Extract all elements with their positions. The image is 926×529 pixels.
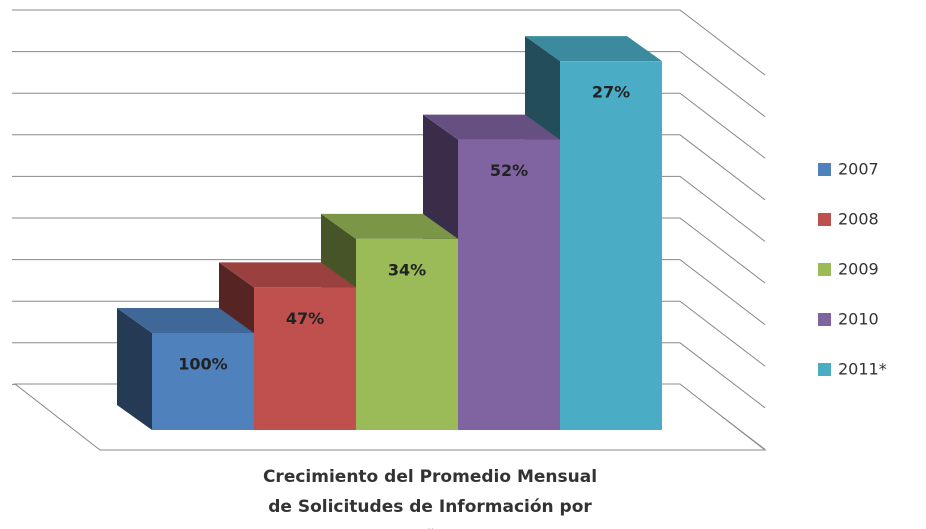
legend: 2007 2008 2009 2010 2011* xyxy=(818,160,887,379)
bar-front xyxy=(356,238,458,430)
bar-top xyxy=(321,213,458,239)
legend-swatch xyxy=(818,363,831,376)
legend-swatch xyxy=(818,213,831,226)
legend-swatch xyxy=(818,313,831,326)
legend-label: 2010 xyxy=(838,310,879,329)
legend-label: 2008 xyxy=(838,210,879,229)
data-label: 47% xyxy=(286,309,324,328)
legend-swatch xyxy=(818,163,831,176)
wall-line xyxy=(12,134,766,201)
bar-top xyxy=(525,36,662,62)
wall-line xyxy=(12,92,766,159)
legend-label: 2011* xyxy=(838,360,887,379)
data-label: 27% xyxy=(592,83,630,102)
bar-top xyxy=(117,308,254,333)
wall-line xyxy=(12,175,766,242)
wall-line xyxy=(12,51,766,117)
bar-side xyxy=(117,308,152,430)
bar-top xyxy=(423,114,560,140)
legend-label: 2009 xyxy=(838,260,879,279)
data-label: 100% xyxy=(178,355,227,374)
legend-label: 2007 xyxy=(838,160,879,179)
wall-line xyxy=(12,217,766,284)
wall-line xyxy=(12,259,766,325)
bar-front xyxy=(560,61,662,430)
bar-front xyxy=(152,333,254,430)
bars: 27% 52% 34% 47% 100% xyxy=(117,36,662,430)
bar-front xyxy=(458,139,560,430)
bar: 100% xyxy=(117,308,254,430)
bar-front xyxy=(254,287,356,430)
data-label: 34% xyxy=(388,260,426,279)
chart-title: Crecimiento del Promedio Mensual de Soli… xyxy=(262,467,598,529)
legend-swatch xyxy=(818,263,831,276)
bar-top xyxy=(219,262,356,288)
data-label: 52% xyxy=(490,161,528,180)
wall-line xyxy=(12,9,766,76)
